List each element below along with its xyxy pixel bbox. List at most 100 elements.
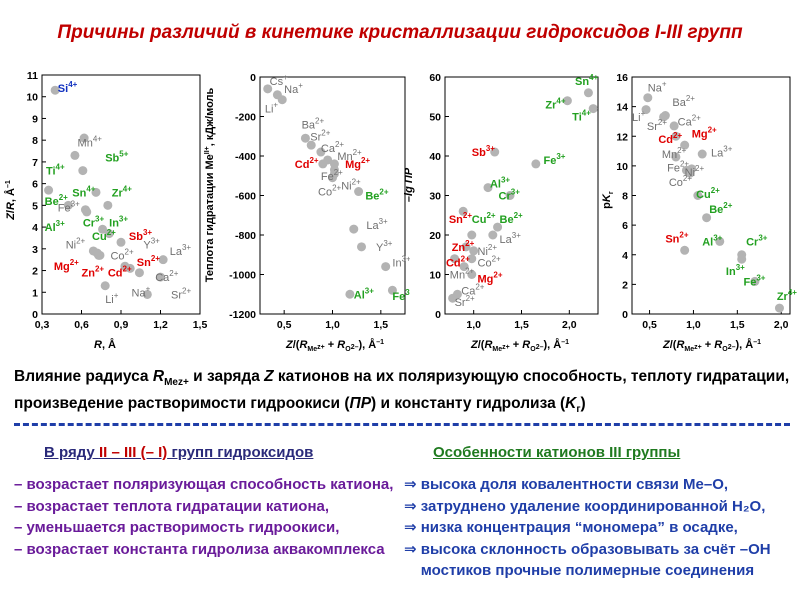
ion-label: Be2+ [500, 211, 524, 226]
ion-label: Li+ [632, 109, 646, 124]
data-point-la3 [158, 255, 168, 265]
ion-label: Na+ [284, 81, 303, 96]
y-tick-label: 40 [429, 151, 441, 163]
implies-arrow-icon: ⇒ [404, 497, 421, 515]
x-tick-label: 2,0 [774, 319, 789, 331]
ion-label: Fe2+ [667, 159, 689, 174]
data-point-la3 [488, 230, 498, 240]
data-point-cr3 [505, 191, 515, 200]
data-point-be2 [702, 213, 712, 223]
x-tick-label: 0,3 [35, 319, 50, 331]
dashed-divider [14, 423, 790, 426]
data-point-co2 [685, 168, 695, 178]
data-point-fe3 [531, 159, 541, 169]
data-point-na [643, 93, 653, 103]
ion-label: Sr2+ [310, 128, 330, 143]
ion-label: Al3+ [45, 219, 65, 234]
ion-label: Na+ [132, 284, 151, 299]
data-point-y3 [357, 242, 366, 252]
ion-label: Be2+ [365, 188, 389, 203]
ion-label: Mn2+ [450, 267, 475, 282]
ion-label: Fe2+ [321, 168, 343, 183]
ion-label: Y3+ [376, 239, 393, 254]
ion-label: Zr4+ [545, 97, 565, 112]
ion-label: Fe3+ [58, 200, 80, 215]
ion-label: Co2+ [478, 255, 502, 270]
ion-label: Sn2+ [665, 230, 689, 245]
x-axis-title: Z/(RMez+ + RO2–), Å–1 [285, 338, 384, 353]
ion-label: Cd2+ [295, 156, 319, 171]
data-point-cd2 [671, 131, 681, 141]
y-tick-label: -1000 [229, 270, 256, 282]
ion-label: Ni2+ [66, 236, 86, 251]
data-point-mn2 [459, 262, 469, 272]
y-tick-label: 3 [32, 244, 38, 256]
ion-label: Cs+ [270, 73, 288, 88]
data-point-sr2 [156, 272, 165, 282]
ion-label: Sn4+ [575, 73, 599, 88]
y-axis-title: Z/R, Å–1 [4, 180, 17, 221]
ion-label: Al3+ [702, 233, 722, 248]
data-point-cd2 [450, 254, 460, 264]
data-point-cu2 [693, 191, 703, 200]
data-point-mg2 [680, 140, 690, 150]
y-axis-title: –lg ПР [403, 167, 415, 202]
y-tick-label: 7 [32, 157, 38, 169]
ion-label: Cr3+ [83, 215, 105, 230]
caption-line-1: Влияние радиуса RMez+ и заряда Z катионо… [14, 368, 790, 389]
y-tick-label: 10 [616, 161, 628, 173]
ion-label: Sr2+ [647, 118, 667, 133]
data-point-cu2 [467, 230, 477, 240]
ion-label: Ca2+ [321, 140, 345, 155]
ion-label: Cu2+ [696, 186, 720, 201]
data-point-sb3 [98, 224, 108, 234]
ion-label: Al3+ [490, 176, 510, 191]
x-tick-label: 1,5 [514, 319, 529, 331]
ion-label: Ca2+ [461, 282, 485, 297]
ion-label: Y3+ [143, 236, 160, 251]
ion-label: Cd2+ [108, 265, 132, 280]
x-tick-label: 0,6 [74, 319, 89, 331]
y-tick-label: 1 [32, 287, 38, 299]
x-axis-title: R, Å [94, 338, 116, 351]
data-point-li [641, 105, 651, 115]
y-tick-label: 0 [250, 72, 256, 84]
implies-arrow-icon: ⇒ [404, 476, 421, 493]
ion-label: Zn2+ [82, 265, 105, 280]
data-point-ca2 [669, 121, 679, 131]
x-tick-label: 1,0 [686, 319, 701, 331]
ion-label: Sn2+ [137, 254, 161, 269]
data-point-la3 [349, 224, 359, 234]
data-point-si4 [50, 85, 60, 95]
ion-label: Fe3+ [743, 273, 765, 288]
data-point-ti4 [588, 104, 598, 114]
data-point-al3 [63, 200, 73, 210]
y-tick-label: 9 [32, 113, 38, 125]
ion-label: Sb3+ [472, 144, 496, 159]
y-tick-label: 60 [429, 72, 441, 84]
ion-label: Sr2+ [455, 294, 475, 309]
ion-label: Ti4+ [46, 163, 65, 178]
y-tick-label: 50 [429, 112, 441, 124]
ion-label: Li+ [105, 291, 119, 306]
y-tick-label: -400 [235, 151, 256, 163]
data-point-sn2 [680, 245, 690, 255]
ion-label: Mn2+ [337, 148, 362, 163]
ion-label: In3+ [726, 263, 745, 278]
data-point-ni2 [469, 246, 479, 256]
data-point-sr2 [306, 140, 316, 150]
data-point-mn4 [70, 150, 80, 160]
list-item: ⇒ затруднено удаление координированной H… [404, 497, 766, 515]
ion-label: Fe3+ [392, 288, 410, 303]
x-tick-label: 1,0 [466, 319, 481, 331]
x-tick-label: 1,5 [730, 319, 745, 331]
data-point-cd2 [125, 263, 135, 273]
ion-label: Li+ [265, 101, 279, 116]
ion-label: Sb3+ [129, 228, 153, 243]
chart-charge-radius: 0,3 0,6 0,9 1,2 1,5 0 1 2 3 4 5 6 7 8 9 10 11 Si4+ Mn4+ Ti4… [4, 70, 207, 351]
x-tick-label: 1,0 [325, 319, 340, 331]
y-tick-label: 11 [27, 70, 38, 82]
y-tick-label: 4 [622, 250, 628, 262]
ion-label: Mn2+ [662, 146, 687, 161]
